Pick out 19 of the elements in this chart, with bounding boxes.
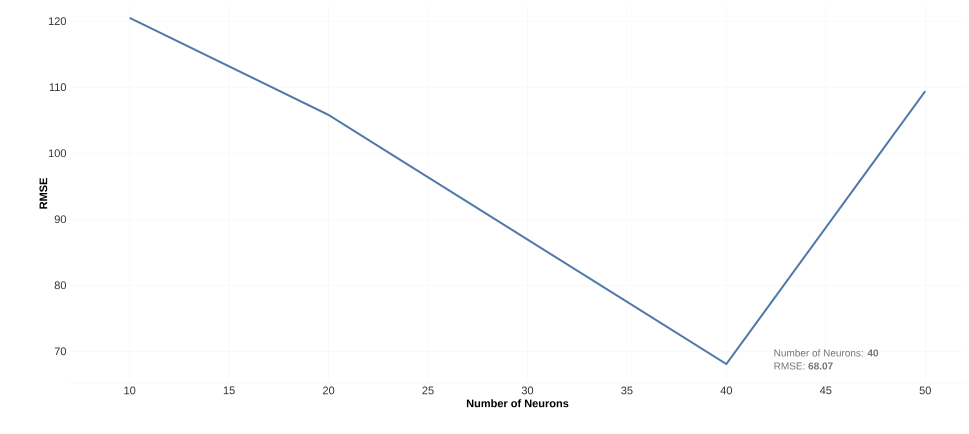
- y-tick-label: 110: [50, 83, 66, 92]
- x-tick-label: 25: [422, 386, 434, 394]
- y-axis-title: RMSE: [39, 178, 48, 209]
- y-tick-label: 80: [54, 281, 66, 290]
- x-tick-label: 15: [224, 386, 235, 394]
- y-tick-label: 100: [48, 149, 66, 158]
- y-tick-label: 120: [48, 17, 66, 26]
- x-tick-label: 10: [124, 386, 136, 394]
- annotation: RMSE: 68.07: [774, 362, 833, 370]
- x-axis-title: Number of Neurons: [466, 399, 568, 408]
- y-tick-label: 70: [54, 347, 66, 356]
- x-tick-label: 50: [920, 386, 931, 394]
- x-tick-label: 40: [720, 386, 732, 394]
- x-tick-label: 45: [820, 386, 832, 394]
- annotation: Number of Neurons: 40: [774, 349, 878, 357]
- x-tick-label: 30: [522, 386, 534, 394]
- x-tick-label: 35: [621, 386, 633, 394]
- y-tick-label: 90: [54, 215, 66, 224]
- x-tick-label: 20: [322, 386, 334, 394]
